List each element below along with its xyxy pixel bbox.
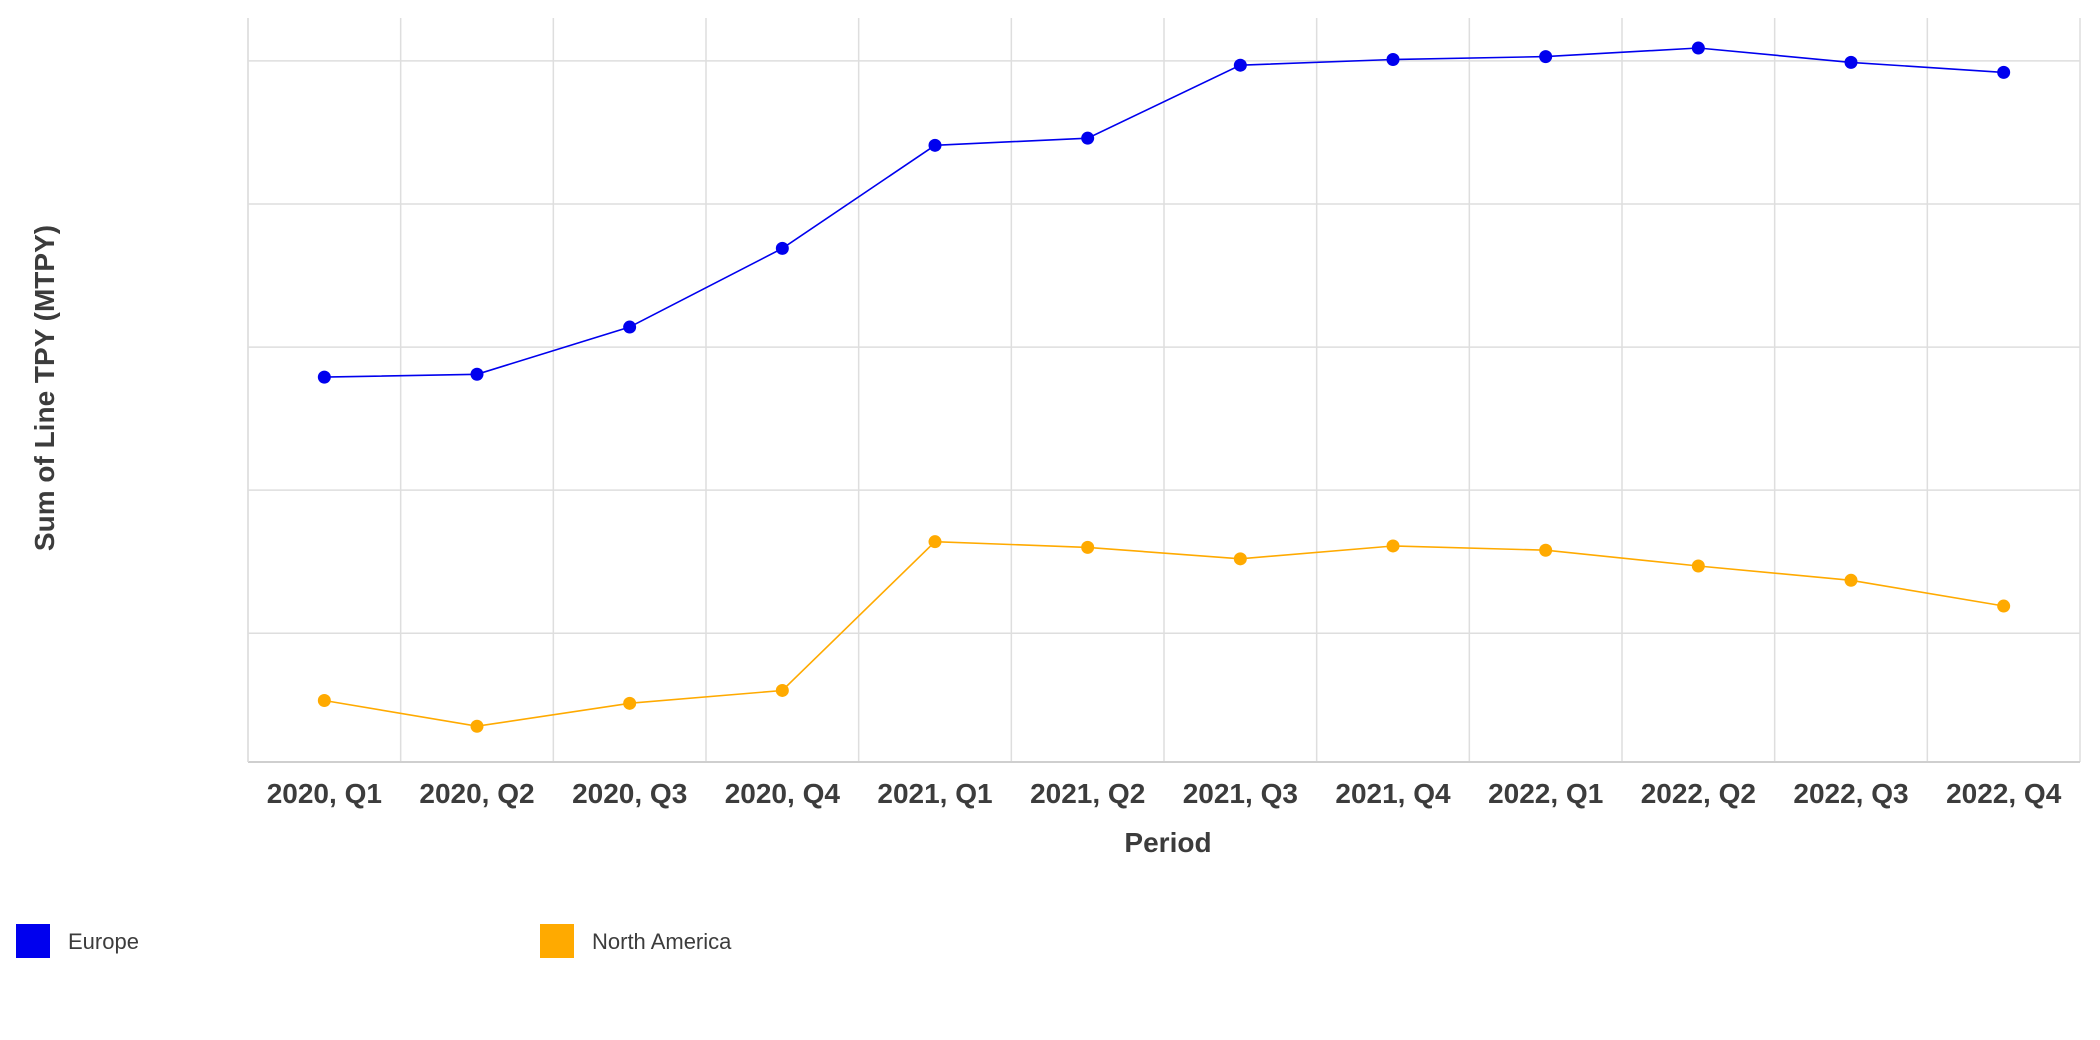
legend-label: Europe xyxy=(68,929,139,954)
data-point-europe[interactable] xyxy=(1386,52,1400,66)
legend-swatch xyxy=(540,924,574,958)
x-tick-label: 2020, Q4 xyxy=(725,778,841,809)
data-point-north-america[interactable] xyxy=(317,693,331,707)
data-point-europe[interactable] xyxy=(317,370,331,384)
data-point-europe[interactable] xyxy=(1691,41,1705,55)
x-tick-label: 2021, Q2 xyxy=(1030,778,1145,809)
y-axis-title: Sum of Line TPY (MTPY) xyxy=(29,225,60,551)
data-point-europe[interactable] xyxy=(928,138,942,152)
data-point-europe[interactable] xyxy=(1233,58,1247,72)
x-tick-label: 2021, Q3 xyxy=(1183,778,1298,809)
label-layer: 2020, Q1 2020, Q2 2020, Q3 2020, Q4 2021, Q1… xyxy=(267,778,2062,809)
data-point-north-america[interactable] xyxy=(928,535,942,549)
x-tick-label: 2021, Q4 xyxy=(1335,778,1451,809)
data-point-europe[interactable] xyxy=(1997,65,2011,79)
data-point-north-america[interactable] xyxy=(1539,543,1553,557)
data-point-north-america[interactable] xyxy=(1233,552,1247,566)
x-axis-title: Period xyxy=(1124,827,1211,858)
x-tick-label: 2022, Q2 xyxy=(1641,778,1756,809)
x-tick-label: 2020, Q3 xyxy=(572,778,687,809)
series-layer xyxy=(317,41,2011,733)
legend-label: North America xyxy=(592,929,732,954)
data-point-north-america[interactable] xyxy=(1386,539,1400,553)
data-point-north-america[interactable] xyxy=(1081,540,1095,554)
x-tick-label: 2022, Q3 xyxy=(1793,778,1908,809)
data-point-north-america[interactable] xyxy=(775,683,789,697)
data-point-europe[interactable] xyxy=(775,241,789,255)
series-line-europe xyxy=(324,47,2004,378)
legend-swatch xyxy=(16,924,50,958)
x-tick-label: 2021, Q1 xyxy=(877,778,992,809)
legend: Europe North America xyxy=(16,924,732,958)
x-tick-label: 2020, Q1 xyxy=(267,778,382,809)
series-line-north-america xyxy=(324,540,2004,728)
data-point-europe[interactable] xyxy=(623,320,637,334)
data-point-north-america[interactable] xyxy=(470,719,484,733)
data-point-europe[interactable] xyxy=(470,367,484,381)
x-tick-label: 2020, Q2 xyxy=(419,778,534,809)
data-point-north-america[interactable] xyxy=(1997,599,2011,613)
data-point-north-america[interactable] xyxy=(1691,559,1705,573)
legend-item-europe[interactable]: Europe xyxy=(16,924,139,958)
data-point-north-america[interactable] xyxy=(623,696,637,710)
legend-item-north-america[interactable]: North America xyxy=(540,924,732,958)
data-point-north-america[interactable] xyxy=(1844,573,1858,587)
data-point-europe[interactable] xyxy=(1539,50,1553,64)
x-tick-label: 2022, Q4 xyxy=(1946,778,2062,809)
x-tick-label: 2022, Q1 xyxy=(1488,778,1603,809)
axis-layer xyxy=(247,18,2080,763)
grid-layer xyxy=(247,18,2081,762)
data-point-europe[interactable] xyxy=(1081,131,1095,145)
data-point-europe[interactable] xyxy=(1844,55,1858,69)
